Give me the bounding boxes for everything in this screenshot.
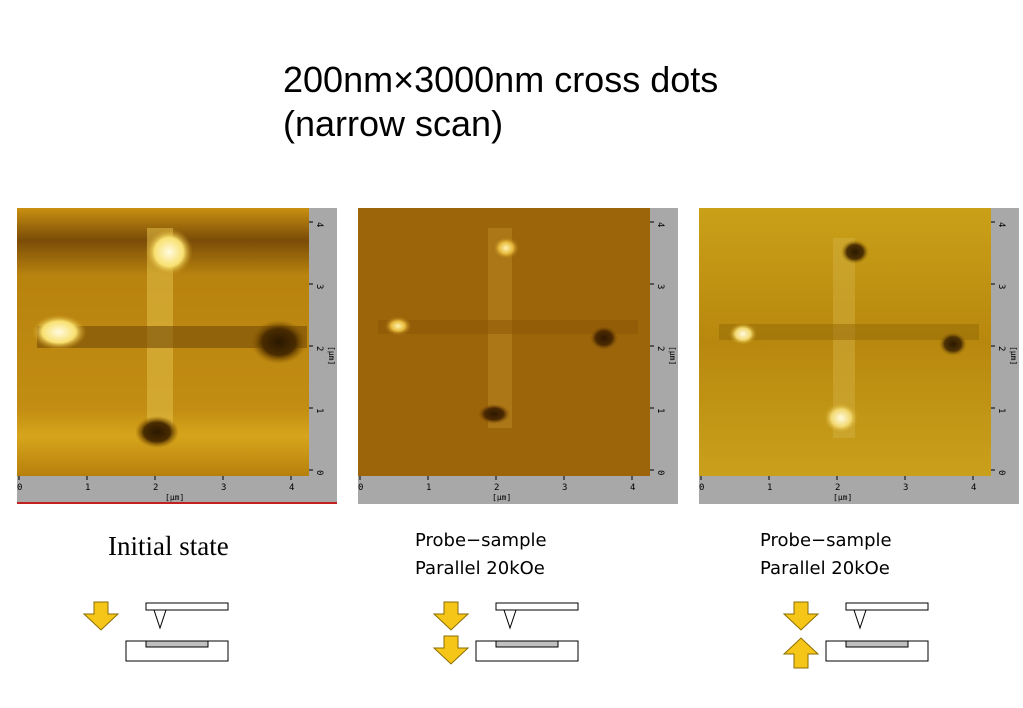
mfm-image-parallel-1: 0 1 2 3 4 0 1 2 3 4 [μm] [μm] xyxy=(358,208,678,504)
probe-sample-diagram-parallel-1 xyxy=(430,598,590,675)
x-axis-bar xyxy=(699,476,1019,504)
y-tick-label: 2 xyxy=(996,346,1006,351)
caption-initial-state: Initial state xyxy=(108,531,229,561)
sample-arrow-down-icon xyxy=(432,635,470,665)
x-tick-label: 3 xyxy=(562,483,567,493)
mfm-scan-parallel-2: 0 1 2 3 4 0 1 2 3 4 [μm] [μm] xyxy=(699,208,1019,504)
caption-parallel-2: Probe−sample Parallel 20kOe xyxy=(760,527,892,583)
x-tick-label: 1 xyxy=(85,483,90,493)
probe-tip-icon xyxy=(503,609,517,630)
caption-parallel-1-line-2: Parallel 20kOe xyxy=(415,558,545,579)
y-tick-label: 1 xyxy=(996,408,1006,413)
title-line-1: 200nm×3000nm cross dots xyxy=(283,59,719,100)
arrow-down-icon xyxy=(82,601,120,631)
x-tick-label: 3 xyxy=(903,483,908,493)
caption-parallel-1: Probe−sample Parallel 20kOe xyxy=(415,527,547,583)
probe-sample-diagram-initial xyxy=(80,598,240,673)
y-axis-bar xyxy=(991,208,1019,504)
mfm-image-parallel-2: 0 1 2 3 4 0 1 2 3 4 [μm] [μm] xyxy=(699,208,1019,504)
x-tick-label: 1 xyxy=(426,483,431,493)
mfm-scan-parallel-1: 0 1 2 3 4 0 1 2 3 4 [μm] [μm] xyxy=(358,208,678,504)
sample-arrow-up-icon xyxy=(782,637,820,669)
x-axis-unit: [μm] xyxy=(833,493,852,502)
x-tick-label: 1 xyxy=(767,483,772,493)
sample-layer xyxy=(845,640,909,648)
probe-tip-icon xyxy=(853,609,867,630)
y-tick-label: 0 xyxy=(996,470,1006,475)
x-axis-bar xyxy=(358,476,678,504)
y-tick-label: 3 xyxy=(314,284,324,289)
probe-sample-diagram-parallel-2 xyxy=(780,598,940,675)
x-tick-label: 4 xyxy=(971,483,976,493)
x-tick-label: 2 xyxy=(153,483,158,493)
y-tick-label: 4 xyxy=(996,222,1006,227)
probe-tip-icon xyxy=(153,609,167,630)
x-axis-bar xyxy=(17,476,337,504)
x-tick-label: 3 xyxy=(221,483,226,493)
y-axis-bar xyxy=(309,208,337,504)
y-tick-label: 2 xyxy=(655,346,665,351)
x-tick-label: 2 xyxy=(494,483,499,493)
x-tick-label: 4 xyxy=(289,483,294,493)
y-axis-unit: [μm] xyxy=(327,346,336,365)
y-axis-unit: [μm] xyxy=(1009,346,1018,365)
y-tick-label: 4 xyxy=(655,222,665,227)
y-axis-bar xyxy=(650,208,678,504)
x-tick-label: 0 xyxy=(358,483,363,493)
probe-cantilever xyxy=(845,602,929,611)
y-tick-label: 3 xyxy=(655,284,665,289)
caption-parallel-1-line-1: Probe−sample xyxy=(415,530,547,551)
sample-layer xyxy=(145,640,209,648)
y-tick-label: 3 xyxy=(996,284,1006,289)
caption-parallel-2-line-1: Probe−sample xyxy=(760,530,892,551)
x-tick-label: 4 xyxy=(630,483,635,493)
y-tick-label: 0 xyxy=(314,470,324,475)
y-tick-label: 2 xyxy=(314,346,324,351)
sample-layer xyxy=(495,640,559,648)
slide-title: 200nm×3000nm cross dots (narrow scan) xyxy=(283,58,718,146)
y-tick-label: 1 xyxy=(655,408,665,413)
probe-cantilever xyxy=(145,602,229,611)
title-line-2: (narrow scan) xyxy=(283,103,504,144)
probe-cantilever xyxy=(495,602,579,611)
y-axis-unit: [μm] xyxy=(668,346,677,365)
x-tick-label: 0 xyxy=(699,483,704,493)
mfm-scan-initial: 0 1 2 3 4 0 1 2 3 4 [μm] [μm] xyxy=(17,208,337,504)
probe-arrow-down-icon xyxy=(782,601,820,631)
x-axis-unit: [μm] xyxy=(165,493,184,502)
x-tick-label: 0 xyxy=(17,483,22,493)
x-tick-label: 2 xyxy=(835,483,840,493)
y-tick-label: 1 xyxy=(314,408,324,413)
y-tick-label: 4 xyxy=(314,222,324,227)
y-tick-label: 0 xyxy=(655,470,665,475)
x-axis-unit: [μm] xyxy=(492,493,511,502)
probe-arrow-down-icon xyxy=(432,601,470,631)
caption-parallel-2-line-2: Parallel 20kOe xyxy=(760,558,890,579)
mfm-image-initial: 0 1 2 3 4 0 1 2 3 4 [μm] [μm] xyxy=(17,208,337,504)
